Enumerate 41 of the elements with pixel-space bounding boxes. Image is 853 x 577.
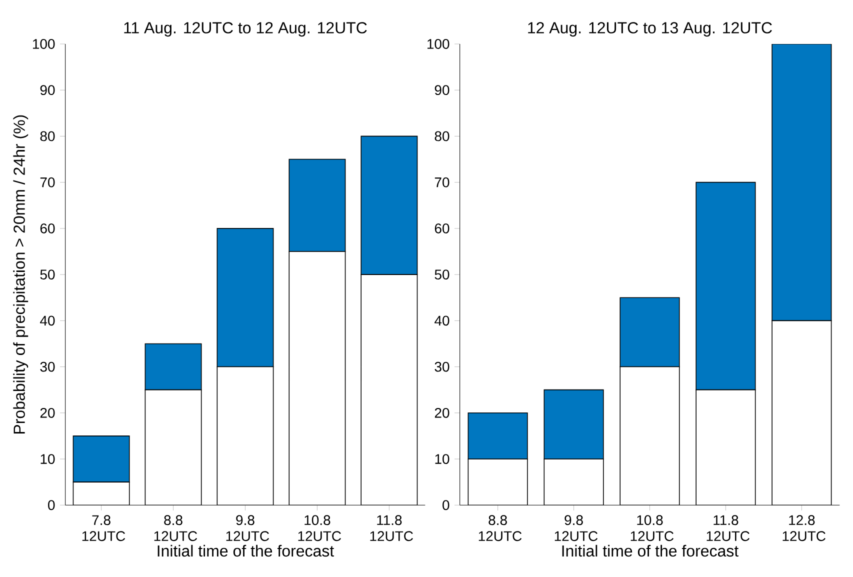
y-tick-label: 100 — [32, 38, 55, 49]
y-tick-label: 0 — [442, 500, 450, 510]
y-tick-label: 30 — [40, 362, 55, 372]
y-tick-label: 0 — [48, 500, 55, 510]
y-tick-label: 90 — [434, 85, 450, 96]
bar — [216, 366, 274, 506]
y-tick-label: 40 — [434, 316, 450, 326]
chart-title: 11 Aug. 12UTC to 12 Aug. 12UTC — [124, 22, 367, 37]
x-tick-label: 10.8 12UTC — [298, 515, 342, 542]
x-tick-label: 12.8 12UTC — [782, 515, 826, 542]
y-tick-label: 60 — [40, 223, 55, 234]
bar — [144, 389, 202, 506]
x-tick-label: 7.8 12UTC — [82, 515, 126, 542]
x-tick-label: 8.8 12UTC — [478, 515, 522, 542]
y-tick-label: 60 — [434, 223, 450, 234]
y-tick-label: 80 — [434, 131, 450, 142]
y-tick-label: 100 — [428, 38, 450, 49]
x-tick-label: 11.8 12UTC — [706, 515, 750, 542]
y-tick-label: 80 — [40, 131, 55, 142]
y-tick-label: 10 — [435, 454, 450, 464]
chart-title: 12 Aug. 12UTC to 13 Aug. 12UTC — [528, 22, 772, 37]
bar — [144, 343, 202, 390]
x-tick-label: 8.8 12UTC — [154, 515, 198, 542]
x-tick-label: 11.8 12UTC — [370, 515, 413, 542]
y-tick-label: 40 — [40, 316, 55, 326]
y-tick-label: 20 — [40, 408, 55, 418]
x-axis-title: Initial time of the forecast — [562, 544, 738, 557]
y-tick-label: 50 — [40, 270, 55, 280]
x-axis-title: Initial time of the forecast — [158, 544, 334, 557]
y-tick-label: 20 — [434, 408, 450, 418]
y-tick-label: 90 — [40, 85, 55, 96]
x-tick-label: 9.8 12UTC — [226, 515, 270, 542]
x-tick-label: 9.8 12UTC — [554, 515, 598, 542]
bar — [288, 251, 346, 506]
y-tick-label: 70 — [434, 177, 450, 188]
y-tick-label: 70 — [40, 177, 55, 188]
y-axis-title: Probability of precipitation > 20mm / 24hr (%) — [13, 115, 28, 434]
y-tick-label: 50 — [434, 270, 450, 280]
y-tick-label: 10 — [40, 454, 55, 464]
x-tick-label: 10.8 12UTC — [630, 515, 674, 542]
y-tick-label: 30 — [434, 362, 450, 372]
